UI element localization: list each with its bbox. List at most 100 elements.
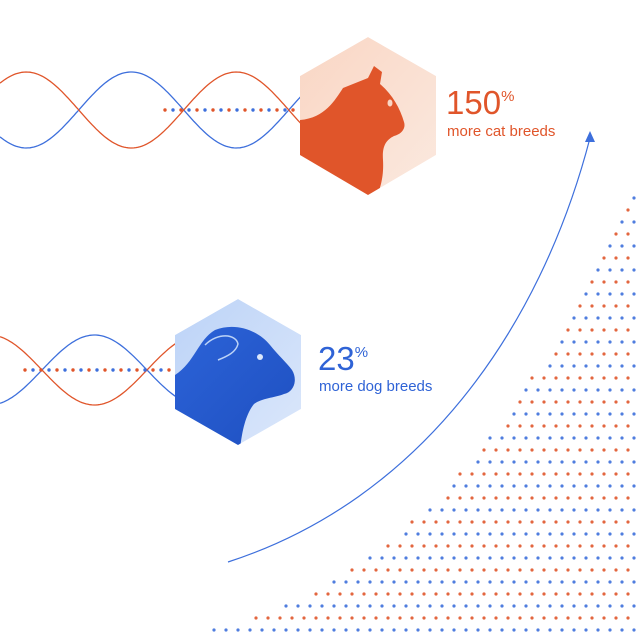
dot <box>458 472 462 476</box>
dot <box>560 508 564 512</box>
dot <box>590 424 594 428</box>
dot <box>632 508 636 512</box>
dot <box>416 628 420 632</box>
dot <box>626 472 630 476</box>
dot <box>590 448 594 452</box>
dot <box>578 448 582 452</box>
dot <box>608 388 612 392</box>
dot <box>326 616 330 620</box>
dot <box>566 616 570 620</box>
dot <box>524 508 528 512</box>
dot <box>566 448 570 452</box>
dot <box>620 292 624 296</box>
growth-arrow <box>227 137 591 563</box>
dot <box>554 520 558 524</box>
dot <box>380 628 384 632</box>
dot <box>179 108 183 112</box>
dot <box>602 376 606 380</box>
dot <box>542 376 546 380</box>
dot <box>596 484 600 488</box>
dot <box>614 256 618 260</box>
dot <box>284 604 288 608</box>
dot <box>554 496 558 500</box>
dot <box>572 604 576 608</box>
dot <box>608 364 612 368</box>
dot <box>458 544 462 548</box>
dot <box>416 556 420 560</box>
dot <box>590 280 594 284</box>
dot <box>203 108 207 112</box>
dot <box>578 496 582 500</box>
dot <box>212 628 216 632</box>
dot <box>626 448 630 452</box>
dot <box>614 376 618 380</box>
dot <box>602 280 606 284</box>
dot <box>620 628 624 632</box>
dot <box>440 556 444 560</box>
dot <box>632 436 636 440</box>
dot <box>500 484 504 488</box>
dot <box>614 352 618 356</box>
dot <box>542 592 546 596</box>
dot <box>434 592 438 596</box>
dot <box>632 628 636 632</box>
dot <box>614 232 618 236</box>
dot <box>259 108 263 112</box>
dot <box>488 580 492 584</box>
dot <box>572 532 576 536</box>
dot <box>422 544 426 548</box>
dot <box>542 568 546 572</box>
dot <box>211 108 215 112</box>
dot <box>548 508 552 512</box>
dot <box>614 280 618 284</box>
dot <box>578 328 582 332</box>
dot <box>356 604 360 608</box>
dot <box>554 424 558 428</box>
dot <box>596 628 600 632</box>
dot <box>251 108 255 112</box>
dot <box>572 316 576 320</box>
dot <box>47 368 51 372</box>
dot <box>452 580 456 584</box>
dot <box>428 580 432 584</box>
dot <box>560 436 564 440</box>
dot <box>338 592 342 596</box>
dot <box>602 448 606 452</box>
dot <box>536 484 540 488</box>
dot <box>63 368 67 372</box>
dot <box>506 448 510 452</box>
dot <box>596 556 600 560</box>
dot <box>428 556 432 560</box>
dot <box>578 304 582 308</box>
dot <box>524 556 528 560</box>
dot <box>320 604 324 608</box>
dot <box>410 520 414 524</box>
dot <box>572 484 576 488</box>
dot <box>602 616 606 620</box>
dot <box>584 316 588 320</box>
dot <box>512 556 516 560</box>
dot <box>560 388 564 392</box>
dot <box>380 604 384 608</box>
dot <box>608 436 612 440</box>
dot <box>386 568 390 572</box>
dot <box>518 400 522 404</box>
dot <box>542 472 546 476</box>
dot <box>135 368 139 372</box>
dot <box>410 616 414 620</box>
dot <box>434 568 438 572</box>
dot <box>572 460 576 464</box>
dot <box>458 568 462 572</box>
dot <box>614 448 618 452</box>
dot <box>518 544 522 548</box>
dot <box>560 532 564 536</box>
dot <box>482 568 486 572</box>
dot <box>554 352 558 356</box>
dot <box>632 292 636 296</box>
dot <box>530 424 534 428</box>
dot <box>476 484 480 488</box>
dot <box>530 376 534 380</box>
dot <box>626 616 630 620</box>
dot <box>422 616 426 620</box>
dot <box>608 604 612 608</box>
